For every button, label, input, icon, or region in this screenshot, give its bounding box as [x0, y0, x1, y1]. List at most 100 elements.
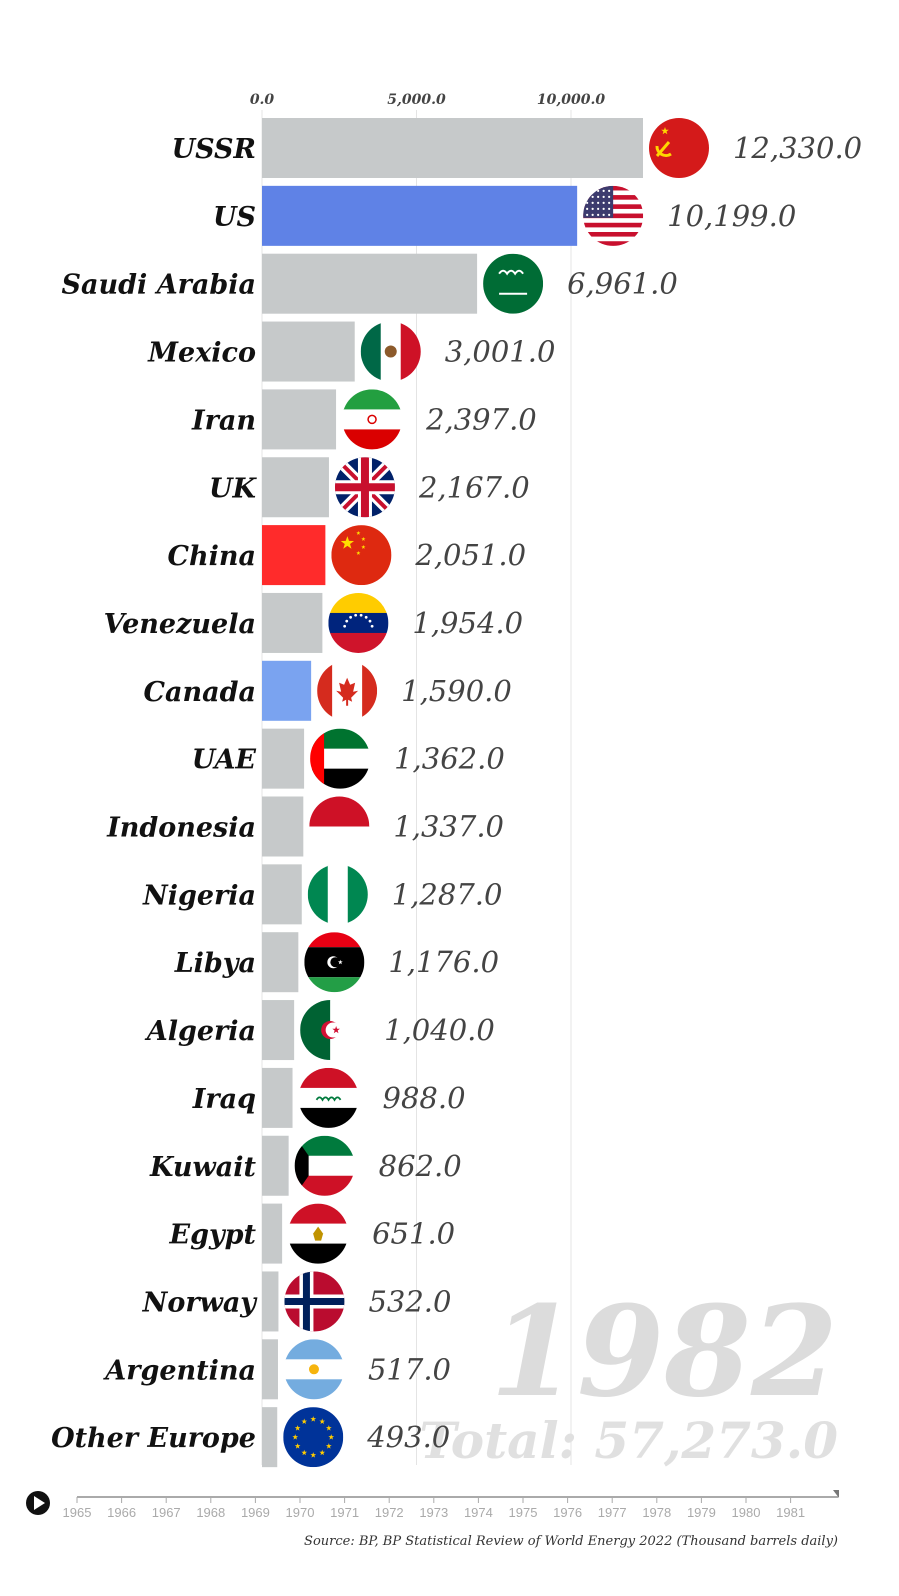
category-label: UAE — [192, 745, 257, 776]
value-label: 651.0 — [372, 1217, 455, 1251]
timeline-year-label[interactable]: 1977 — [598, 1505, 627, 1520]
timeline-year-label[interactable]: 1966 — [107, 1505, 136, 1520]
bar — [262, 1067, 293, 1128]
value-label: 493.0 — [366, 1420, 450, 1454]
total-label: Total: 57,273.0 — [419, 1411, 838, 1470]
bar — [262, 592, 323, 653]
kuwait-flag-icon — [294, 1135, 355, 1196]
category-label: Canada — [144, 677, 256, 708]
value-label: 1,954.0 — [412, 606, 523, 640]
mexico-flag-icon — [360, 321, 421, 382]
ussr-flag-icon — [648, 118, 709, 178]
bar — [262, 864, 302, 925]
nigeria-flag-icon — [307, 864, 368, 925]
value-label: 1,176.0 — [388, 945, 499, 979]
bar — [262, 457, 329, 518]
bar-row: UAE 1,362.0 — [192, 728, 505, 789]
timeline-year-label[interactable]: 1968 — [196, 1505, 225, 1520]
play-icon[interactable] — [26, 1491, 50, 1515]
value-label: 1,362.0 — [394, 742, 505, 776]
bar — [262, 253, 478, 314]
timeline-year-label[interactable]: 1980 — [732, 1505, 761, 1520]
timeline-year-label[interactable]: 1971 — [330, 1505, 359, 1520]
value-label: 517.0 — [368, 1352, 451, 1386]
value-label: 2,397.0 — [425, 402, 537, 436]
category-label: Argentina — [102, 1355, 256, 1386]
category-label: Kuwait — [149, 1152, 256, 1183]
bars: USSR 12,330.0 US 10,199.0 Saudi Arabia 6,961.… — [51, 118, 862, 1468]
china-flag-icon — [331, 525, 392, 586]
bar-row: Egypt 651.0 — [169, 1203, 455, 1264]
category-label: Iran — [191, 405, 256, 436]
value-label: 532.0 — [368, 1284, 451, 1318]
bar-row: Iraq 988.0 — [192, 1067, 466, 1128]
value-label: 1,040.0 — [384, 1013, 495, 1047]
category-label: Mexico — [147, 338, 256, 369]
bar-row: Kuwait 862.0 — [149, 1135, 462, 1196]
category-label: US — [213, 202, 256, 233]
year-watermark: 1982 Total: 57,273.0 — [419, 1279, 838, 1470]
bar — [262, 796, 304, 857]
category-label: Other Europe — [51, 1423, 256, 1454]
category-label: USSR — [172, 134, 256, 165]
timeline-year-label[interactable]: 1970 — [286, 1505, 315, 1520]
category-label: Venezuela — [104, 609, 256, 640]
eu-flag-icon — [283, 1407, 344, 1468]
bar — [262, 660, 312, 721]
bar-row: Other Europe 493.0 — [51, 1407, 450, 1468]
category-label: Iraq — [192, 1084, 256, 1115]
timeline-year-label[interactable]: 1972 — [375, 1505, 404, 1520]
bar-row: USSR 12,330.0 — [172, 118, 862, 178]
bar — [262, 185, 578, 246]
value-label: 862.0 — [379, 1149, 462, 1183]
algeria-flag-icon — [300, 1000, 361, 1061]
category-label: Egypt — [169, 1220, 257, 1251]
bar-row: Nigeria 1,287.0 — [142, 864, 502, 925]
value-label: 6,961.0 — [567, 267, 678, 301]
timeline-year-label[interactable]: 1967 — [152, 1505, 181, 1520]
norway-flag-icon — [284, 1271, 345, 1332]
timeline[interactable]: 1965 1966 1967 1968 1969 1970 1971 1972 1973 1974… — [26, 1490, 839, 1520]
bar-row: US 10,199.0 — [213, 185, 796, 246]
iran-flag-icon — [342, 389, 403, 450]
egypt-flag-icon — [288, 1203, 349, 1264]
timeline-year-label[interactable]: 1969 — [241, 1505, 270, 1520]
timeline-year-label[interactable]: 1981 — [776, 1505, 805, 1520]
bar-row: Mexico 3,001.0 — [147, 321, 556, 382]
value-label: 3,001.0 — [445, 335, 556, 369]
timeline-year-label[interactable]: 1975 — [509, 1505, 538, 1520]
bar-row: China 2,051.0 — [167, 525, 526, 586]
bar — [262, 1203, 283, 1264]
bar — [262, 728, 305, 789]
value-label: 12,330.0 — [733, 131, 862, 165]
bar — [262, 1135, 289, 1196]
iraq-flag-icon — [298, 1067, 359, 1128]
timeline-handle[interactable] — [833, 1490, 839, 1498]
bar — [262, 932, 299, 993]
value-label: 2,051.0 — [414, 538, 526, 572]
timeline-year-label[interactable]: 1976 — [553, 1505, 582, 1520]
category-label: Algeria — [144, 1016, 256, 1047]
timeline-year-label[interactable]: 1973 — [419, 1505, 448, 1520]
category-label: Indonesia — [106, 813, 256, 844]
timeline-year-label[interactable]: 1965 — [63, 1505, 92, 1520]
bar-row: Saudi Arabia 6,961.0 — [62, 253, 678, 314]
canada-flag-icon — [317, 660, 378, 721]
x-tick-label: 0.0 — [250, 92, 275, 108]
bar-row: Canada 1,590.0 — [144, 660, 512, 721]
bar-row: Argentina 517.0 — [102, 1339, 451, 1400]
timeline-year-label[interactable]: 1974 — [464, 1505, 493, 1520]
category-label: Libya — [174, 948, 256, 979]
bar — [262, 389, 337, 450]
venezuela-flag-icon — [328, 592, 389, 653]
libya-flag-icon — [304, 932, 365, 993]
category-label: UK — [209, 473, 258, 504]
source-note: Source: BP, BP Statistical Review of Wor… — [304, 1534, 838, 1549]
us-flag-icon — [583, 185, 644, 246]
bar — [262, 1339, 278, 1400]
timeline-year-label[interactable]: 1978 — [642, 1505, 671, 1520]
timeline-year-label[interactable]: 1979 — [687, 1505, 716, 1520]
uk-flag-icon — [334, 457, 395, 518]
bar-row: Algeria 1,040.0 — [144, 1000, 495, 1061]
bar-row: Indonesia 1,337.0 — [106, 796, 504, 857]
